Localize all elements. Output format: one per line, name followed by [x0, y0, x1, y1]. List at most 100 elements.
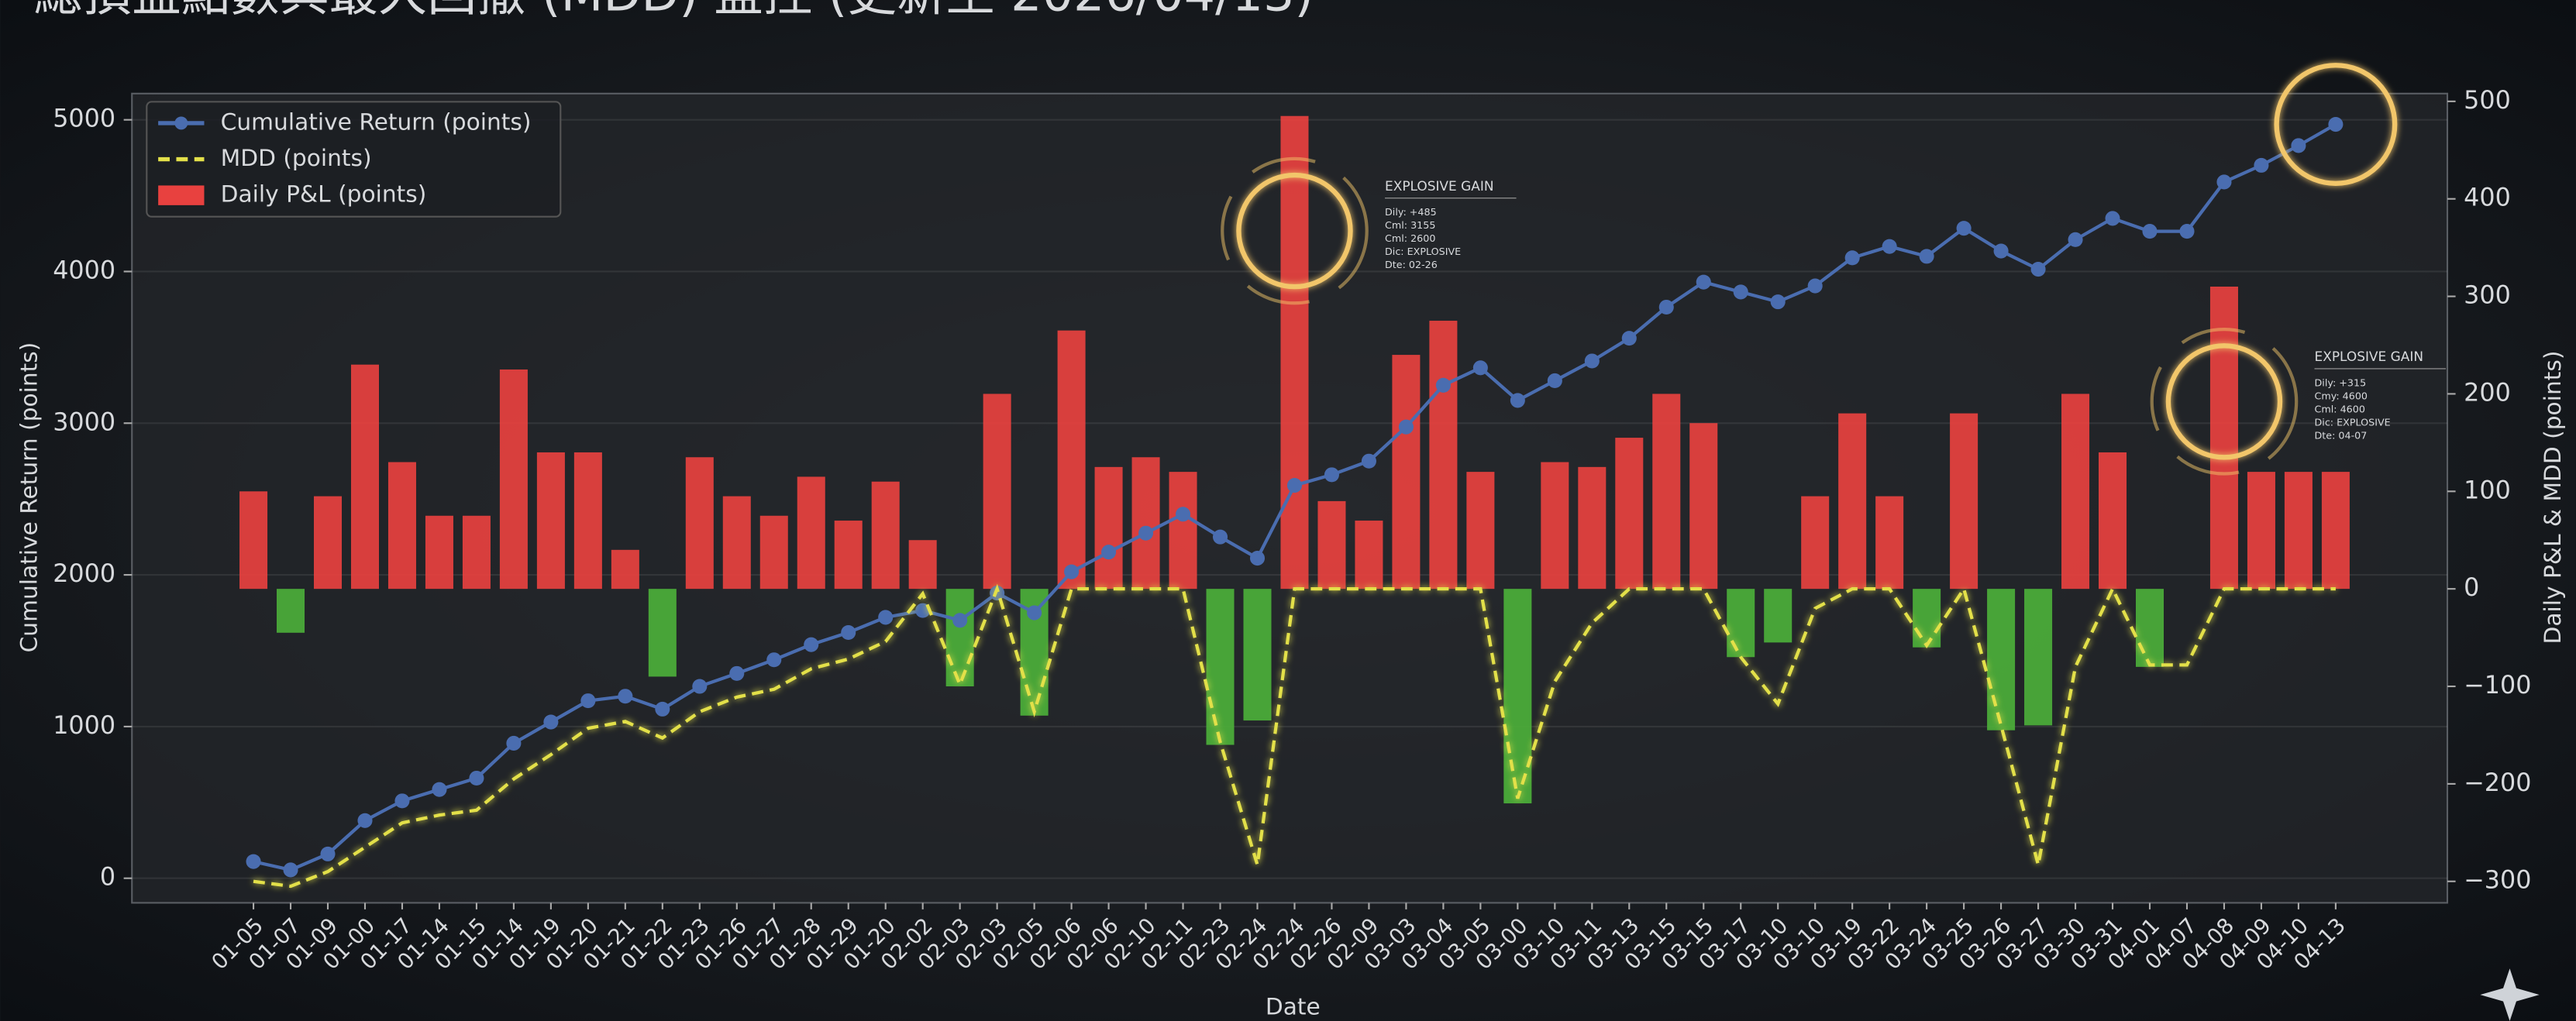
bar	[388, 462, 416, 590]
point	[1362, 454, 1376, 469]
point	[357, 813, 372, 828]
annotation-line: Dily: +485	[1385, 206, 1437, 218]
annotation-line: Dic: EXPLOSIVE	[1385, 246, 1461, 257]
point	[1994, 243, 2009, 258]
point	[394, 793, 409, 808]
y-axis-label: Cumulative Return (points)	[15, 342, 42, 653]
point	[1138, 526, 1153, 541]
bar	[1243, 589, 1271, 720]
point	[1696, 275, 1711, 290]
bar	[872, 482, 900, 589]
annotation-line: Cmy: 4600	[2315, 390, 2368, 401]
bar	[1207, 589, 1235, 744]
y-tick-label: 5000	[53, 105, 115, 133]
bar	[1764, 589, 1792, 642]
y-tick-label: 0	[100, 864, 115, 892]
y2-tick-label: 500	[2464, 87, 2511, 115]
legend-label: Cumulative Return (points)	[221, 108, 532, 135]
point	[766, 652, 781, 667]
annotation-line: Cml: 3155	[1385, 219, 1435, 231]
y2-tick-label: 300	[2464, 282, 2511, 310]
point	[506, 736, 521, 751]
point	[1250, 551, 1265, 566]
point	[1324, 467, 1339, 482]
chart-title: 總損益點數與最大回撤 (MDD) 監控 (更新至 2026/04/13)	[33, 0, 1314, 22]
bar	[1987, 589, 2015, 730]
bar	[1503, 589, 1531, 803]
bar	[1950, 414, 1978, 590]
bar	[611, 550, 639, 589]
bar	[946, 589, 974, 686]
bar	[2210, 287, 2238, 589]
y2-tick-label: 400	[2464, 184, 2511, 212]
point	[1882, 239, 1897, 254]
point	[2068, 232, 2083, 247]
point	[1548, 373, 1562, 388]
bar	[760, 516, 788, 589]
bar	[1132, 457, 1160, 589]
bar	[425, 516, 453, 589]
bar	[649, 589, 677, 676]
y-tick-label: 3000	[53, 408, 115, 436]
point	[2291, 138, 2306, 153]
y2-tick-label: 0	[2464, 574, 2479, 602]
legend-label: MDD (points)	[221, 144, 372, 171]
y2-axis-label: Daily P&L & MDD (points)	[2539, 351, 2566, 645]
bar	[239, 491, 267, 589]
legend-swatch	[174, 116, 188, 129]
point	[2105, 211, 2120, 225]
annotation-line: Dily: +315	[2315, 377, 2367, 389]
point	[1845, 250, 1860, 265]
bar	[1801, 497, 1829, 590]
bar	[2099, 452, 2127, 589]
point	[1287, 478, 1302, 493]
bar	[2136, 589, 2164, 667]
y2-tick-label: 100	[2464, 476, 2511, 504]
bar	[2024, 589, 2052, 725]
bar	[1875, 497, 1903, 590]
annotation-line: Cml: 4600	[2315, 403, 2365, 414]
annotation-line: Cml: 2600	[1385, 232, 1435, 244]
point	[1473, 360, 1488, 375]
y2-tick-label: 200	[2464, 379, 2511, 407]
bar	[1727, 589, 1755, 657]
y2-tick-label: −300	[2464, 867, 2531, 895]
bar	[1169, 472, 1197, 589]
point	[729, 666, 744, 681]
chart: 總損益點數與最大回撤 (MDD) 監控 (更新至 2026/04/13) Cum…	[0, 0, 2576, 1021]
bar	[1838, 414, 1866, 590]
bar	[1652, 394, 1680, 589]
bar	[1058, 331, 1086, 590]
legend-label: Daily P&L (points)	[221, 180, 427, 208]
bar	[1355, 521, 1383, 589]
point	[2179, 224, 2194, 239]
bar	[2247, 472, 2275, 589]
point	[2216, 174, 2231, 189]
y-tick-label: 4000	[53, 256, 115, 284]
point	[1101, 545, 1116, 559]
annotation-line: Dte: 04-07	[2315, 429, 2368, 441]
x-axis-label: Date	[1266, 993, 1321, 1020]
page: 總損益點數與最大回撤 (MDD) 監控 (更新至 2026/04/13) Cum…	[0, 0, 2576, 1021]
bar	[574, 452, 602, 589]
point	[952, 613, 967, 627]
bar	[463, 516, 491, 589]
bar	[723, 497, 751, 590]
point	[1213, 530, 1228, 545]
point	[1771, 294, 1786, 309]
bar	[1392, 355, 1420, 589]
bar	[537, 452, 565, 589]
point	[1808, 279, 1823, 294]
annotation-line: Dic: EXPLOSIVE	[2315, 416, 2391, 428]
point	[580, 693, 595, 708]
point	[2142, 224, 2157, 239]
point	[1176, 507, 1190, 521]
point	[655, 702, 670, 717]
point	[246, 854, 261, 869]
point	[618, 689, 632, 703]
point	[1027, 606, 1042, 621]
bar	[351, 365, 379, 589]
point	[1659, 300, 1674, 315]
point	[1957, 221, 1972, 235]
bar	[1466, 472, 1494, 589]
